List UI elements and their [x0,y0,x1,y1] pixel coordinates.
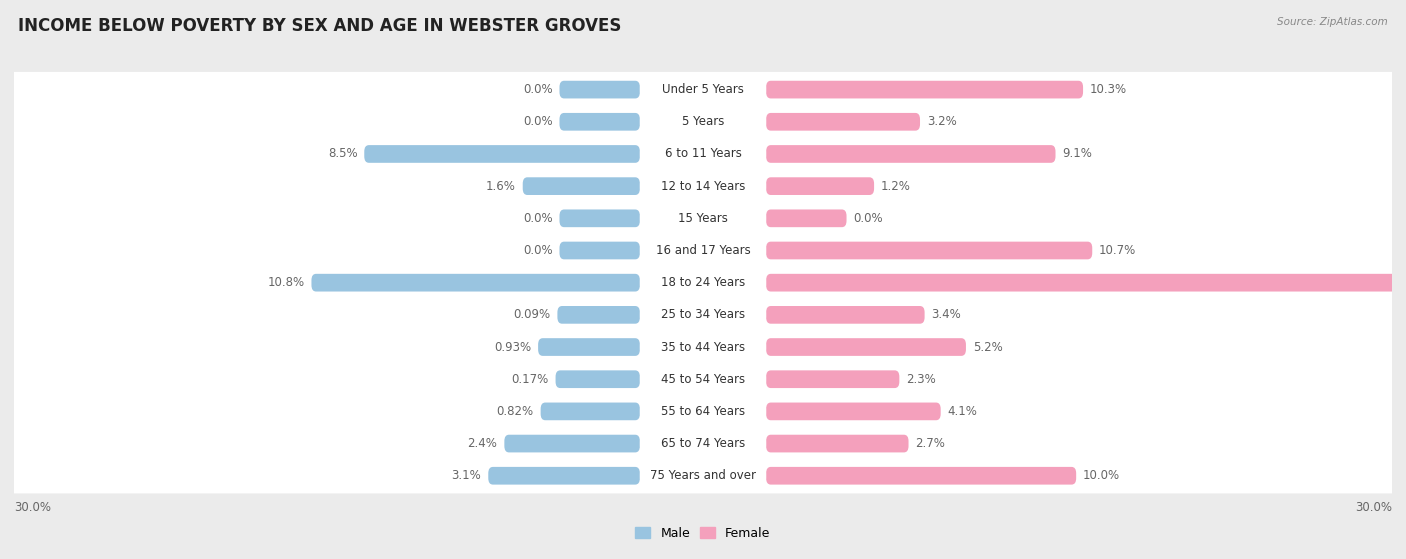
Text: 75 Years and over: 75 Years and over [650,469,756,482]
FancyBboxPatch shape [541,402,640,420]
Text: 0.93%: 0.93% [494,340,531,353]
Text: 2.7%: 2.7% [915,437,945,450]
FancyBboxPatch shape [0,458,1406,494]
FancyBboxPatch shape [640,338,766,356]
FancyBboxPatch shape [488,467,640,485]
FancyBboxPatch shape [640,177,766,195]
FancyBboxPatch shape [505,435,640,452]
Text: 35 to 44 Years: 35 to 44 Years [661,340,745,353]
Text: 12 to 14 Years: 12 to 14 Years [661,179,745,193]
Text: 0.17%: 0.17% [512,373,548,386]
FancyBboxPatch shape [640,435,766,452]
Text: 1.6%: 1.6% [486,179,516,193]
FancyBboxPatch shape [640,467,766,485]
FancyBboxPatch shape [766,80,1083,98]
Text: 25 to 34 Years: 25 to 34 Years [661,309,745,321]
Text: 0.0%: 0.0% [523,83,553,96]
FancyBboxPatch shape [766,274,1406,292]
Text: 8.5%: 8.5% [328,148,357,160]
FancyBboxPatch shape [640,113,766,131]
Text: 65 to 74 Years: 65 to 74 Years [661,437,745,450]
Text: 18 to 24 Years: 18 to 24 Years [661,276,745,289]
FancyBboxPatch shape [0,297,1406,333]
FancyBboxPatch shape [523,177,640,195]
FancyBboxPatch shape [0,329,1406,364]
FancyBboxPatch shape [766,306,925,324]
FancyBboxPatch shape [640,371,766,388]
Text: 45 to 54 Years: 45 to 54 Years [661,373,745,386]
Text: INCOME BELOW POVERTY BY SEX AND AGE IN WEBSTER GROVES: INCOME BELOW POVERTY BY SEX AND AGE IN W… [18,17,621,35]
FancyBboxPatch shape [0,426,1406,461]
Text: 0.0%: 0.0% [853,212,883,225]
FancyBboxPatch shape [640,145,766,163]
FancyBboxPatch shape [0,72,1406,107]
FancyBboxPatch shape [640,210,766,227]
Text: 10.0%: 10.0% [1083,469,1121,482]
FancyBboxPatch shape [0,136,1406,172]
FancyBboxPatch shape [0,168,1406,204]
Text: 15 Years: 15 Years [678,212,728,225]
FancyBboxPatch shape [766,435,908,452]
FancyBboxPatch shape [766,402,941,420]
Text: 5 Years: 5 Years [682,115,724,128]
FancyBboxPatch shape [0,265,1406,300]
FancyBboxPatch shape [640,306,766,324]
Text: 3.2%: 3.2% [927,115,956,128]
FancyBboxPatch shape [364,145,640,163]
Text: 0.0%: 0.0% [523,115,553,128]
Text: 0.09%: 0.09% [513,309,551,321]
Text: 6 to 11 Years: 6 to 11 Years [665,148,741,160]
Text: 10.8%: 10.8% [267,276,305,289]
FancyBboxPatch shape [640,274,766,292]
Text: 1.2%: 1.2% [882,179,911,193]
Text: 2.3%: 2.3% [907,373,936,386]
FancyBboxPatch shape [766,210,846,227]
FancyBboxPatch shape [555,371,640,388]
FancyBboxPatch shape [640,402,766,420]
FancyBboxPatch shape [557,306,640,324]
Text: 9.1%: 9.1% [1063,148,1092,160]
Text: 30.0%: 30.0% [14,501,51,514]
FancyBboxPatch shape [766,467,1076,485]
FancyBboxPatch shape [640,241,766,259]
FancyBboxPatch shape [766,145,1056,163]
FancyBboxPatch shape [766,113,920,131]
Text: 0.0%: 0.0% [523,244,553,257]
FancyBboxPatch shape [0,362,1406,397]
FancyBboxPatch shape [312,274,640,292]
Text: Under 5 Years: Under 5 Years [662,83,744,96]
FancyBboxPatch shape [0,233,1406,268]
FancyBboxPatch shape [560,210,640,227]
FancyBboxPatch shape [766,338,966,356]
Text: 2.4%: 2.4% [468,437,498,450]
FancyBboxPatch shape [560,113,640,131]
Text: 10.3%: 10.3% [1090,83,1128,96]
FancyBboxPatch shape [640,80,766,98]
FancyBboxPatch shape [560,80,640,98]
Text: Source: ZipAtlas.com: Source: ZipAtlas.com [1277,17,1388,27]
FancyBboxPatch shape [560,241,640,259]
FancyBboxPatch shape [0,104,1406,140]
FancyBboxPatch shape [0,394,1406,429]
Text: 4.1%: 4.1% [948,405,977,418]
Text: 0.82%: 0.82% [496,405,534,418]
Text: 3.4%: 3.4% [932,309,962,321]
FancyBboxPatch shape [538,338,640,356]
Text: 55 to 64 Years: 55 to 64 Years [661,405,745,418]
Text: 16 and 17 Years: 16 and 17 Years [655,244,751,257]
Text: 10.7%: 10.7% [1099,244,1136,257]
Text: 5.2%: 5.2% [973,340,1002,353]
Text: 30.0%: 30.0% [1355,501,1392,514]
Text: 0.0%: 0.0% [523,212,553,225]
Text: 3.1%: 3.1% [451,469,481,482]
FancyBboxPatch shape [0,201,1406,236]
FancyBboxPatch shape [766,177,875,195]
FancyBboxPatch shape [766,371,900,388]
Legend: Male, Female: Male, Female [630,522,776,545]
FancyBboxPatch shape [766,241,1092,259]
